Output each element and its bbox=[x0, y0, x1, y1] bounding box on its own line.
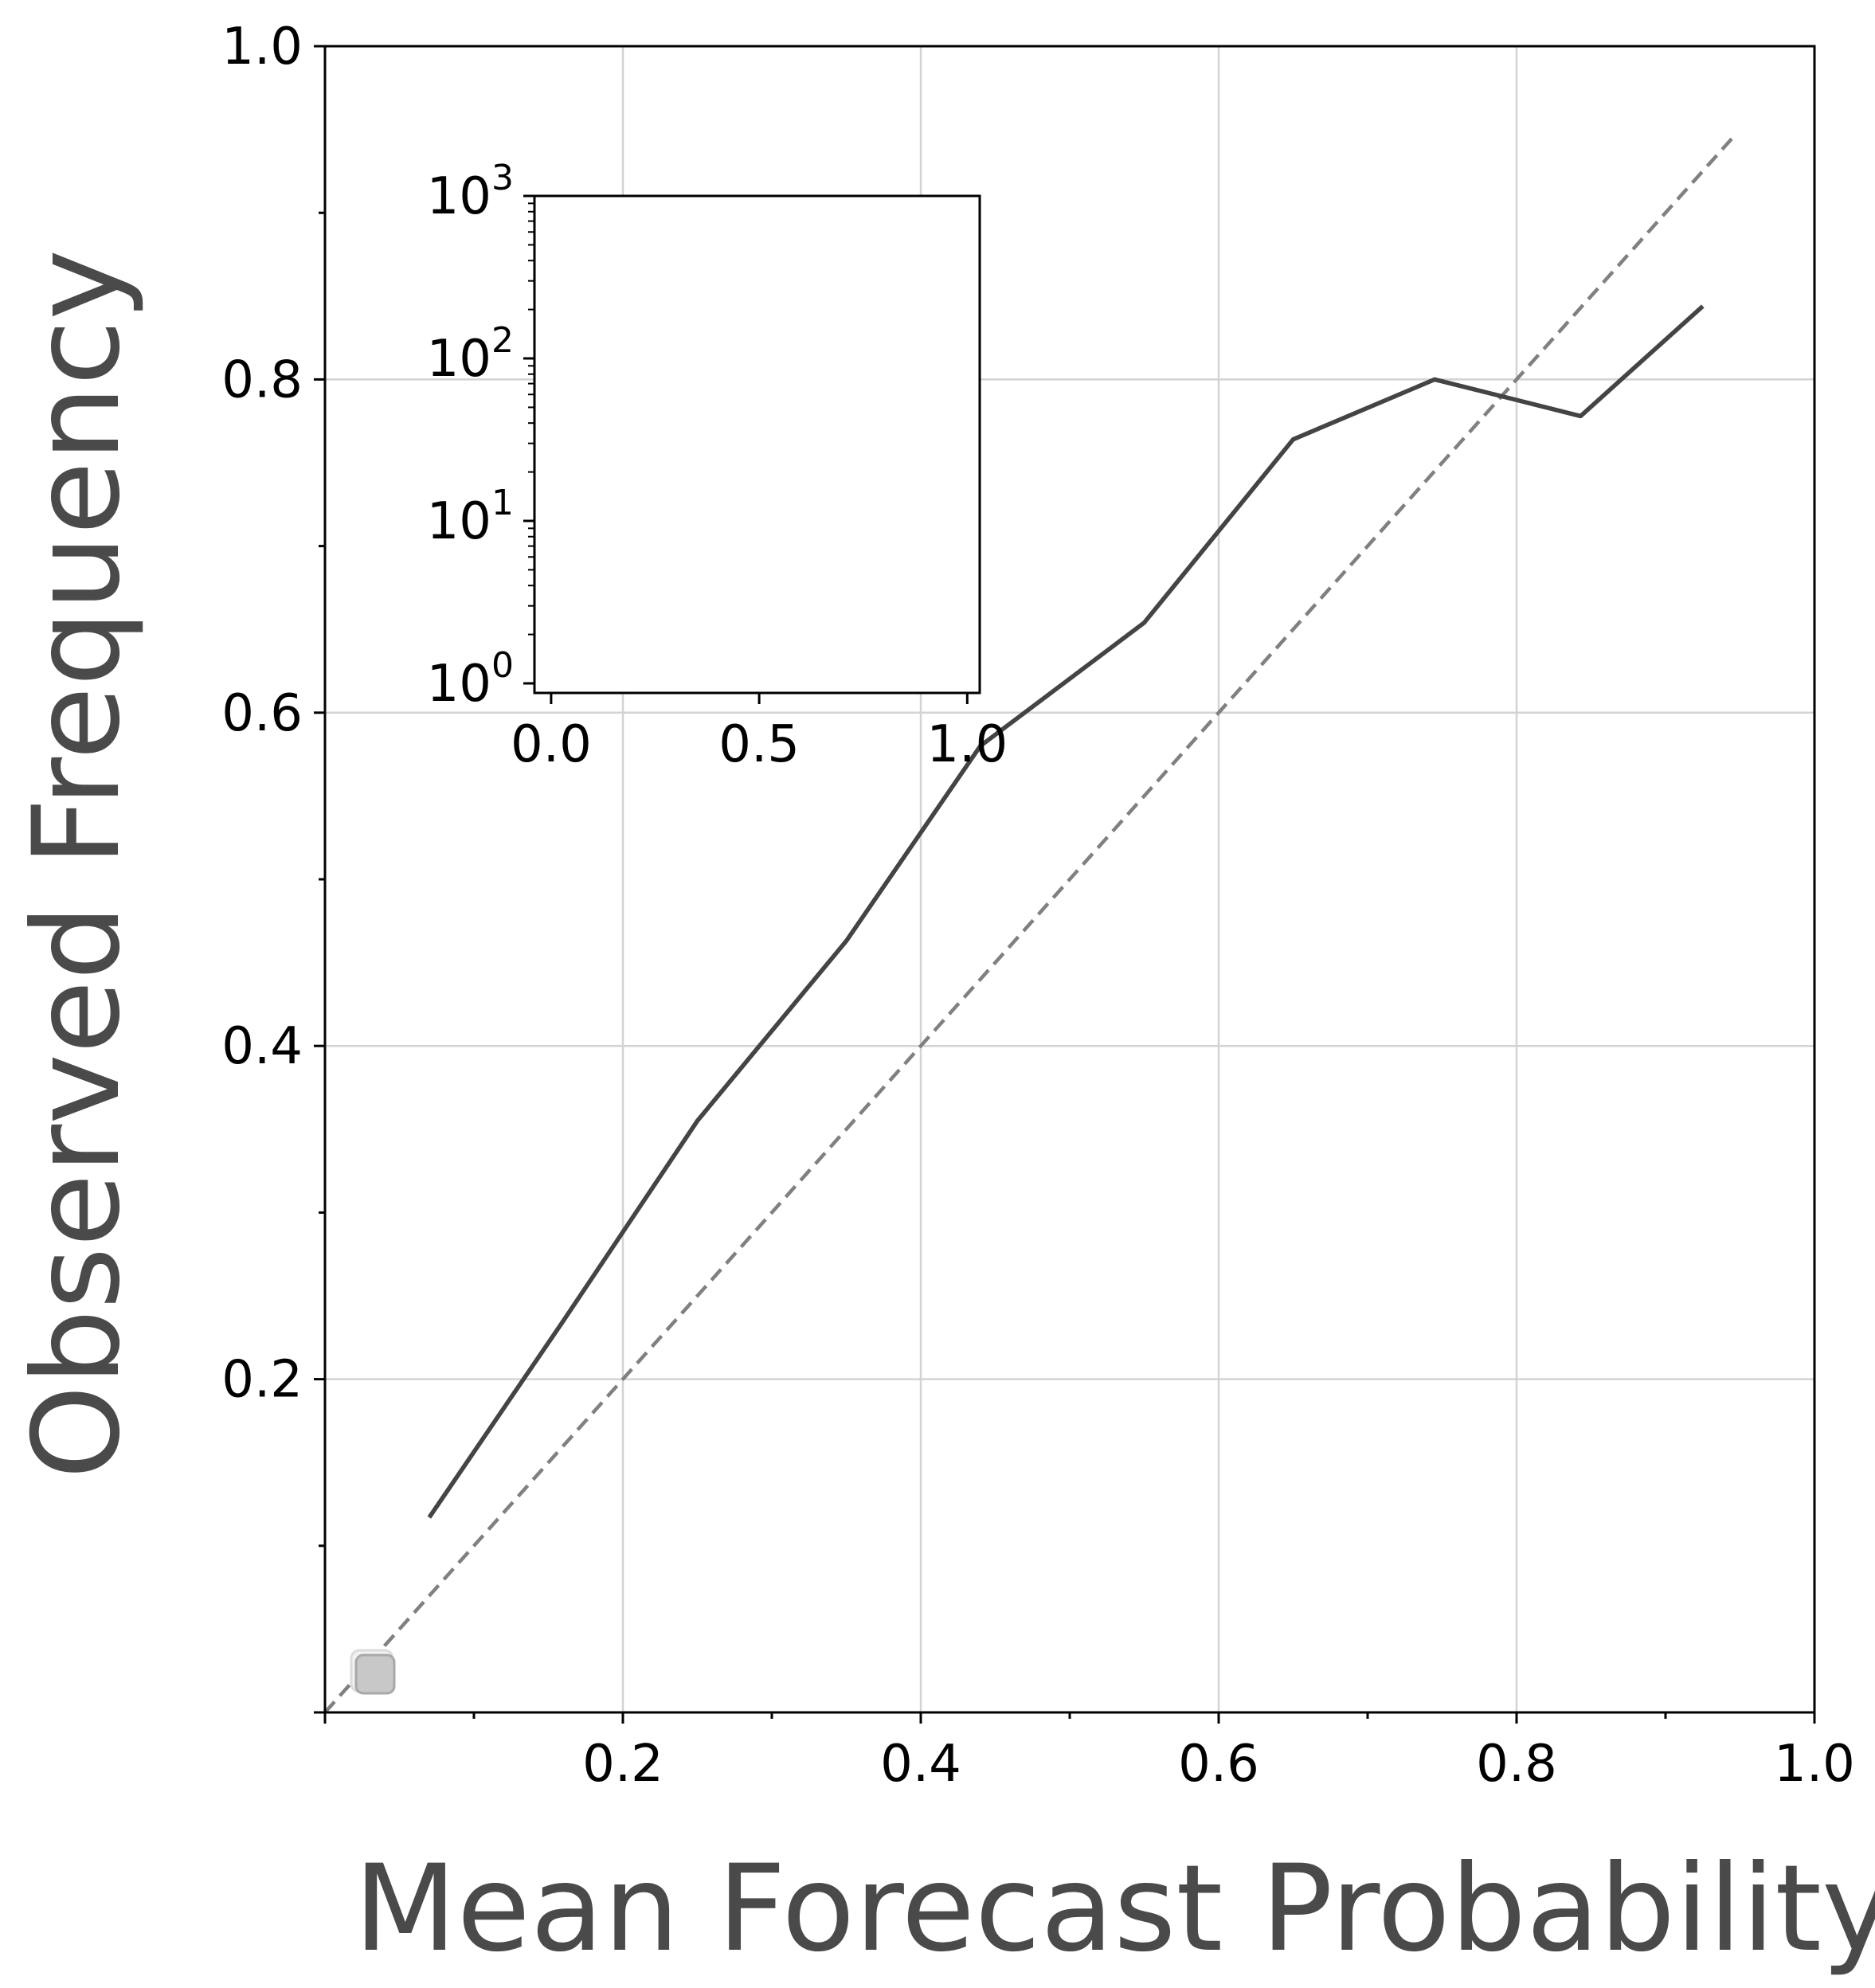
x-tick-label: 0.8 bbox=[1476, 1735, 1557, 1794]
x-tick-label: 0.4 bbox=[880, 1735, 961, 1794]
inset-y-tick-base: 10 bbox=[427, 655, 491, 714]
x-tick-label: 0.6 bbox=[1178, 1735, 1259, 1794]
inset-y-tick-base: 10 bbox=[427, 167, 491, 226]
inset-y-tick-exp: 3 bbox=[491, 158, 514, 198]
inset-y-tick-exp: 2 bbox=[491, 320, 514, 361]
inset-frame bbox=[533, 194, 981, 695]
inset-x-tick-label: 0.0 bbox=[511, 715, 592, 774]
perfect-calibration-line bbox=[323, 136, 1734, 1714]
legend-marker bbox=[350, 1649, 396, 1695]
main-ticks bbox=[314, 45, 1816, 1724]
legend-marker-swatch bbox=[354, 1653, 396, 1695]
y-tick-label: 0.2 bbox=[221, 1351, 303, 1410]
main-tick-labels: 0.2 0.4 0.6 0.8 1.0 0.2 0.4 0.6 0.8 1.0 bbox=[221, 18, 1855, 1794]
inset-y-tick-label: 101 bbox=[427, 483, 514, 551]
inset-y-tick-label: 100 bbox=[427, 645, 514, 714]
inset-y-tick-base: 10 bbox=[427, 492, 491, 551]
inset-y-tick-label: 103 bbox=[427, 158, 514, 226]
inset-x-tick-label: 0.5 bbox=[718, 715, 800, 774]
inset-y-tick-exp: 1 bbox=[491, 483, 514, 523]
inset-y-tick-label: 102 bbox=[427, 320, 514, 389]
reliability-curve bbox=[427, 304, 1705, 1519]
inset-ticks bbox=[523, 194, 969, 704]
y-tick-label: 0.6 bbox=[221, 684, 303, 743]
x-tick-label: 1.0 bbox=[1774, 1735, 1855, 1794]
inset-y-tick-exp: 0 bbox=[491, 645, 514, 686]
x-tick-label: 0.2 bbox=[582, 1735, 663, 1794]
inset-y-tick-base: 10 bbox=[427, 330, 491, 389]
inset-x-tick-label: 1.0 bbox=[926, 715, 1008, 774]
y-axis-title: Observed Frequency bbox=[8, 249, 147, 1479]
main-series-group bbox=[323, 136, 1734, 1714]
x-axis-title: Mean Forecast Probability bbox=[354, 1840, 1875, 1978]
y-tick-label: 0.4 bbox=[221, 1017, 303, 1076]
y-tick-label: 0.8 bbox=[221, 350, 303, 409]
y-tick-label: 1.0 bbox=[221, 18, 303, 76]
